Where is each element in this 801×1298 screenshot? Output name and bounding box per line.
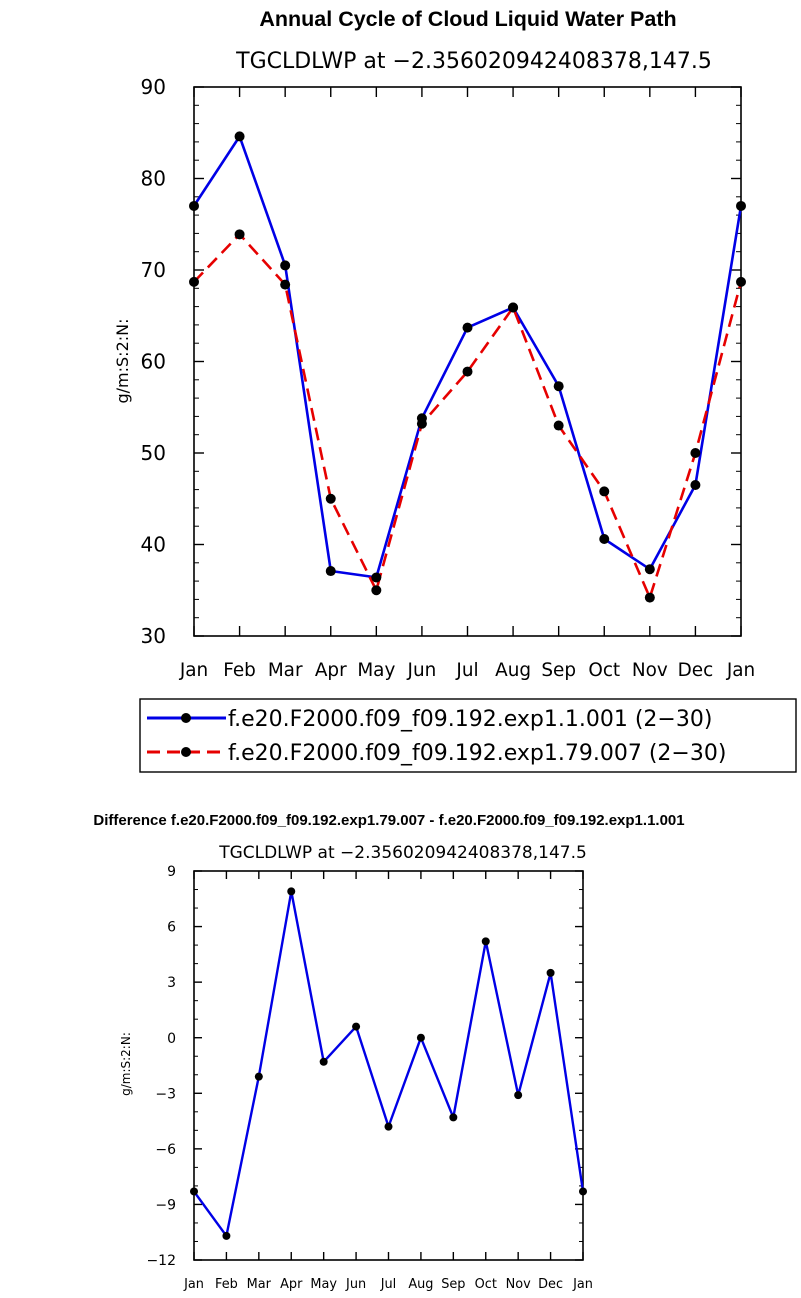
x-tick-label: May <box>310 1277 337 1292</box>
data-point-series-2 <box>736 276 746 287</box>
x-tick-label: Mar <box>268 660 303 681</box>
data-point-series-2 <box>416 418 427 429</box>
data-point-series-1 <box>690 480 701 491</box>
data-point-series-1 <box>449 1113 458 1122</box>
data-point-series-2 <box>644 592 655 603</box>
x-tick-label: Jun <box>345 1277 366 1292</box>
data-point-series-1 <box>644 564 655 575</box>
x-tick-label: Sep <box>541 660 576 681</box>
x-tick-label: Feb <box>223 660 256 681</box>
data-point-series-2 <box>508 302 519 313</box>
data-point-series-1 <box>553 381 564 392</box>
legend-label-series-2: f.e20.F2000.f09_f09.192.exp1.79.007 (2−3… <box>228 741 726 766</box>
y-tick-label: 70 <box>141 258 166 282</box>
data-point-series-1 <box>222 1231 231 1240</box>
data-point-series-1 <box>325 566 336 577</box>
data-point-series-1 <box>254 1072 263 1081</box>
data-point-series-1 <box>287 887 296 896</box>
data-point-series-1 <box>514 1091 523 1100</box>
y-tick-label: 30 <box>141 624 166 648</box>
y-tick-label: 90 <box>141 75 166 99</box>
data-point-series-1 <box>280 260 291 271</box>
data-point-series-1 <box>481 937 490 946</box>
x-tick-label: Nov <box>506 1277 532 1292</box>
x-tick-label: Jun <box>407 660 437 681</box>
data-point-series-1 <box>599 534 610 545</box>
chart1-legend: f.e20.F2000.f09_f09.192.exp1.1.001 (2−30… <box>139 698 797 773</box>
data-point-series-1 <box>384 1122 393 1131</box>
chart2-title: Difference f.e20.F2000.f09_f09.192.exp1.… <box>93 812 684 829</box>
y-tick-label: −3 <box>155 1086 176 1102</box>
y-tick-label: 0 <box>167 1031 176 1047</box>
x-tick-label: Jan <box>179 660 208 681</box>
data-point-series-1 <box>416 1033 425 1042</box>
y-tick-label: 80 <box>141 167 166 191</box>
data-point-series-2 <box>599 486 610 497</box>
x-tick-label: Jan <box>572 1277 593 1292</box>
data-point-series-1 <box>319 1057 328 1066</box>
x-tick-label: Dec <box>538 1277 563 1292</box>
data-point-series-1 <box>546 968 555 977</box>
chart2-plot: −12 −9 −6 −3 0 3 6 9 Jan Feb Mar Apr May Jun Jul Aug Sep… <box>146 864 592 1292</box>
data-point-series-1 <box>352 1022 361 1031</box>
data-point-series-1 <box>462 322 473 333</box>
data-point-series-1 <box>189 200 199 211</box>
data-point-series-2 <box>234 229 245 240</box>
chart2-ylabel: g/m:S:2:N: <box>119 1032 133 1096</box>
x-tick-label: Jul <box>380 1277 397 1292</box>
legend-marker-series-2 <box>181 747 191 757</box>
data-point-series-2 <box>280 279 291 290</box>
x-tick-label: Aug <box>408 1277 433 1292</box>
x-tick-label: Dec <box>678 660 714 681</box>
data-point-series-1 <box>234 131 245 142</box>
x-tick-label: Apr <box>280 1277 303 1292</box>
chart1-subtitle: TGCLDLWP at −2.356020942408378,147.5 <box>235 49 712 74</box>
chart1-ylabel: g/m:S:2:N: <box>113 319 132 404</box>
y-tick-label: −9 <box>155 1197 176 1213</box>
series-line-1 <box>193 890 585 1238</box>
y-tick-label: 50 <box>141 441 166 465</box>
x-tick-label: Jul <box>455 660 478 681</box>
y-tick-label: 6 <box>167 920 176 936</box>
data-point-series-2 <box>462 366 473 377</box>
x-tick-label: Apr <box>315 660 347 681</box>
y-tick-label: 60 <box>141 350 166 374</box>
data-point-series-1 <box>190 1187 198 1196</box>
data-point-series-1 <box>736 200 746 211</box>
data-point-series-2 <box>325 493 336 504</box>
x-tick-label: Jan <box>183 1277 204 1292</box>
legend-marker-series-1 <box>181 713 191 723</box>
data-point-series-2 <box>371 585 382 596</box>
data-point-series-2 <box>189 276 199 287</box>
x-tick-label: Sep <box>441 1277 465 1292</box>
y-tick-label: 40 <box>141 533 166 557</box>
data-point-series-2 <box>553 420 564 431</box>
x-tick-label: Mar <box>247 1277 272 1292</box>
y-tick-label: 3 <box>167 975 176 991</box>
x-tick-label: Oct <box>475 1277 497 1292</box>
data-point-series-2 <box>690 448 701 458</box>
chart1-plot: 30 40 50 60 70 80 90 Jan Feb Mar Apr May Jun Jul Aug Se… <box>141 75 756 681</box>
x-tick-label: Aug <box>495 660 531 681</box>
plot-frame <box>193 870 584 1261</box>
y-tick-label: −12 <box>146 1253 176 1269</box>
data-point-series-1 <box>371 572 382 583</box>
y-tick-label: −6 <box>155 1142 176 1158</box>
chart2-subtitle: TGCLDLWP at −2.356020942408378,147.5 <box>218 843 587 863</box>
x-tick-label: Feb <box>215 1277 238 1292</box>
x-tick-label: Nov <box>632 660 668 681</box>
x-tick-label: May <box>357 660 395 681</box>
data-point-series-1 <box>579 1187 587 1196</box>
y-tick-label: 9 <box>167 864 176 880</box>
x-tick-label: Jan <box>726 660 755 681</box>
x-tick-label: Oct <box>588 660 620 681</box>
chart1-title: Annual Cycle of Cloud Liquid Water Path <box>259 7 676 31</box>
series-line-2 <box>193 233 743 599</box>
legend-label-series-1: f.e20.F2000.f09_f09.192.exp1.1.001 (2−30… <box>228 707 712 732</box>
series-line-1 <box>192 135 743 579</box>
